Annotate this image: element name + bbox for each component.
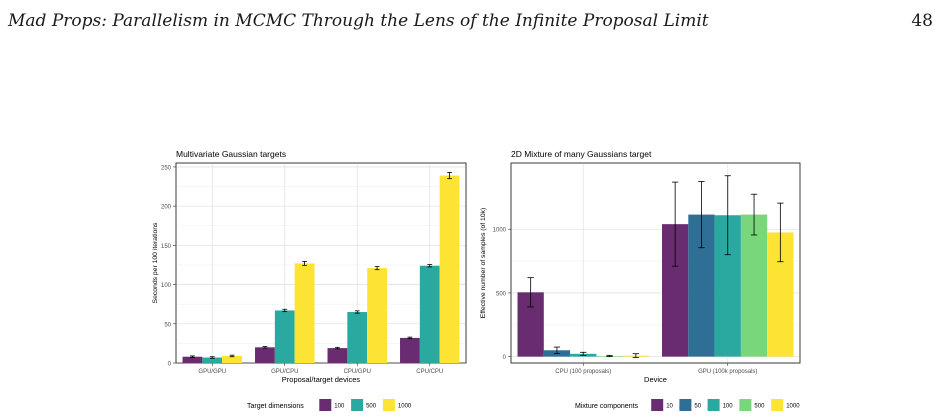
chart2-legend-label: 50 — [694, 404, 701, 410]
chart1-bar — [275, 310, 295, 363]
chart2-legend-swatch — [651, 399, 663, 411]
chart1-legend-label: 500 — [366, 404, 377, 410]
chart1-bar — [347, 312, 367, 363]
chart1-y-tick-label: 150 — [161, 244, 172, 250]
chart2-y-axis-label: Effective number of samples (of 10k) — [480, 208, 487, 319]
chart1-legend-label: 1000 — [398, 404, 412, 410]
chart1-legend-title: Target dimensions — [247, 403, 304, 410]
chart2-bar — [741, 215, 767, 357]
chart2-title: 2D Mixture of many Gaussians target — [511, 149, 652, 159]
chart1-bar — [328, 348, 348, 363]
chart1-y-tick-label: 50 — [164, 322, 171, 328]
chart1-y-tick-label: 250 — [161, 165, 172, 171]
chart2-legend-label: 1000 — [786, 404, 800, 410]
chart1-y-tick-label: 0 — [168, 362, 172, 368]
chart2-legend-label: 500 — [754, 404, 765, 410]
chart2-legend-swatch — [771, 399, 783, 411]
chart2-legend-swatch — [739, 399, 751, 411]
chart1-bar — [367, 268, 387, 363]
chart2-x-axis-label: Device — [644, 375, 667, 384]
chart1-legend-swatch — [319, 399, 331, 411]
chart2-y-tick-label: 0 — [503, 355, 507, 361]
chart2-legend-title: Mixture components — [575, 403, 639, 410]
chart2-y-tick-label: 1000 — [493, 228, 507, 234]
chart1-bar — [440, 176, 460, 363]
chart1-legend-swatch — [351, 399, 363, 411]
chart1-bar — [255, 347, 275, 363]
chart2-legend-swatch — [708, 399, 720, 411]
chart1-bar — [420, 266, 440, 363]
chart1-legend-swatch — [383, 399, 395, 411]
chart1-x-axis-label: Proposal/target devices — [282, 375, 361, 384]
chart2-y-tick-label: 500 — [496, 291, 507, 297]
chart1-x-tick-label: CPU/CPU — [416, 369, 443, 375]
chart1-y-tick-label: 100 — [161, 283, 172, 289]
chart1-title: Multivariate Gaussian targets — [176, 149, 286, 159]
chart2-legend-label: 10 — [666, 404, 673, 410]
chart1-y-tick-label: 200 — [161, 205, 172, 211]
chart1-bar — [400, 338, 420, 363]
chart2-x-tick-label: GPU (100k proposals) — [698, 369, 757, 375]
chart1-legend-label: 100 — [334, 404, 345, 410]
chart2-legend-swatch — [679, 399, 691, 411]
chart2-x-tick-label: CPU (100 proposals) — [555, 369, 611, 375]
chart1-bar — [295, 263, 315, 363]
chart1-y-axis-label: Seconds per 100 iterations — [152, 222, 159, 303]
chart2-legend-label: 100 — [723, 404, 734, 410]
chart1-x-tick-label: GPU/GPU — [198, 369, 226, 375]
